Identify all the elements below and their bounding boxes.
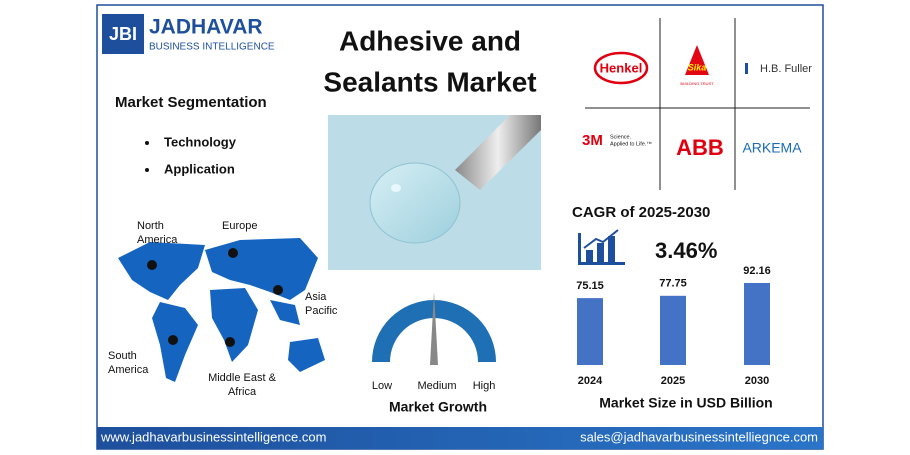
cagr-value: 3.46% — [655, 238, 717, 263]
region-label: America — [137, 234, 178, 246]
footer — [97, 427, 823, 449]
region-label: South — [108, 350, 137, 362]
logo-name: JADHAVAR — [149, 16, 263, 39]
sika-logo — [685, 45, 709, 75]
gauge-needle — [430, 292, 438, 365]
gauge-label: Medium — [417, 380, 456, 392]
segment-item: Technology — [164, 134, 237, 149]
company-name: Sika — [688, 62, 707, 72]
bar — [744, 282, 770, 365]
cagr-label: CAGR of 2025-2030 — [572, 204, 710, 221]
title-line: Adhesive and — [339, 25, 521, 56]
region-label: America — [108, 364, 149, 376]
value-label: 75.15 — [576, 280, 604, 292]
region-label: North — [137, 220, 164, 232]
year-label: 2024 — [578, 375, 603, 387]
year-label: 2030 — [745, 375, 769, 387]
value-label: 77.75 — [659, 278, 687, 290]
world-map — [118, 238, 325, 382]
segment-item: Application — [164, 161, 235, 176]
company-tagline: Applied to Life.™ — [610, 141, 652, 147]
gauge-caption: Market Growth — [389, 399, 487, 415]
segmentation-heading: Market Segmentation — [115, 94, 267, 111]
company-name: 3M — [582, 132, 603, 149]
nozzle — [455, 115, 541, 190]
region-label: Pacific — [305, 305, 338, 317]
company-name: ABB — [676, 135, 724, 160]
hbfuller-logo — [745, 63, 748, 74]
company-name: H.B. Fuller — [760, 63, 812, 75]
company-name: ARKEMA — [742, 140, 802, 156]
bar — [660, 295, 686, 365]
title-line: Sealants Market — [323, 66, 536, 97]
gauge-label: High — [473, 380, 496, 392]
value-label: 92.16 — [743, 265, 771, 277]
company-tagline: BUILDING TRUST — [680, 81, 714, 86]
gauge-label: Low — [372, 380, 392, 392]
region-label: Asia — [305, 291, 327, 303]
map-pins — [147, 248, 283, 347]
bullet — [145, 168, 149, 172]
logo-mark: JBI — [109, 24, 137, 44]
footer-website: www.jadhavarbusinessintelligence.com — [100, 429, 326, 444]
bullet — [145, 141, 149, 145]
gauge-arc — [372, 300, 496, 362]
logo-box — [102, 14, 144, 54]
region-label: Europe — [222, 220, 257, 232]
bar — [577, 298, 603, 365]
company-tagline: Science. — [610, 134, 632, 140]
footer-email: sales@jadhavarbusinessintelliegnce.com — [580, 429, 818, 444]
henkel-logo — [593, 51, 649, 85]
logo-tagline: BUSINESS INTELLIGENCE — [149, 42, 275, 53]
year-label: 2025 — [661, 375, 685, 387]
company-name: Henkel — [600, 60, 643, 75]
drop-highlight — [391, 184, 401, 192]
market-size-caption: Market Size in USD Billion — [599, 395, 772, 411]
region-label: Africa — [228, 386, 257, 398]
region-label: Middle East & — [208, 372, 277, 384]
adhesive-drop — [369, 162, 461, 244]
growth-icon — [578, 229, 625, 265]
